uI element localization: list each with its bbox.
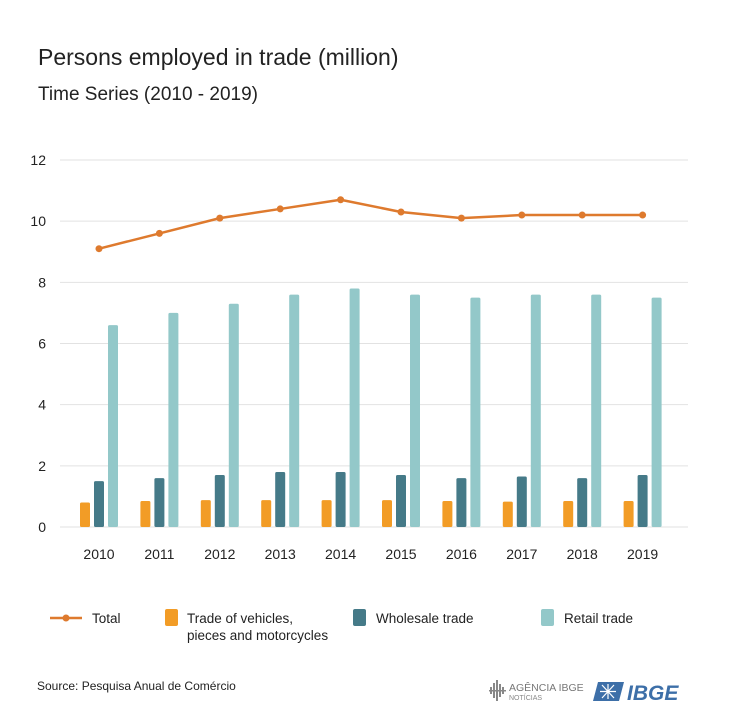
vehicles-bar (321, 500, 332, 527)
total-line (95, 196, 647, 253)
logos: AGÊNCIA IBGE NOTÍCIAS IBGE (489, 680, 679, 705)
legend-retail-swatch (541, 609, 554, 626)
x-tick-label: 2012 (204, 546, 235, 562)
legend-retail-label: Retail trade (564, 611, 633, 626)
total-point (337, 196, 345, 204)
legend: Total Trade of vehicles, pieces and moto… (50, 609, 633, 643)
total-point (457, 214, 465, 222)
y-tick-label: 6 (38, 336, 46, 352)
agencia-ibge-icon (489, 680, 506, 701)
total-point (518, 211, 526, 219)
legend-total-marker (62, 614, 70, 622)
vehicles-bar (623, 501, 634, 527)
y-axis-ticks: 0 2 4 6 8 10 12 (30, 152, 46, 535)
vehicles-bar (382, 500, 392, 527)
x-tick-label: 2017 (506, 546, 537, 562)
x-tick-label: 2010 (83, 546, 114, 562)
vehicles-bar (261, 500, 272, 527)
retail-bar (168, 312, 179, 527)
ibge-logo-icon (593, 682, 624, 701)
wholesale-bar (637, 475, 648, 527)
total-point (216, 214, 224, 222)
wholesale-bar (516, 476, 527, 527)
wholesale-bar (214, 475, 225, 527)
legend-vehicles-label-line1: Trade of vehicles, (187, 611, 293, 626)
total-point (155, 229, 163, 237)
y-tick-label: 12 (30, 152, 46, 168)
retail-bar (591, 294, 602, 527)
y-tick-label: 4 (38, 397, 46, 413)
y-tick-label: 0 (38, 519, 46, 535)
vehicles-bar (140, 501, 151, 527)
legend-wholesale-swatch (353, 609, 366, 626)
retail-bar (470, 297, 481, 527)
agencia-ibge-label: AGÊNCIA IBGE (509, 681, 584, 694)
x-tick-label: 2019 (627, 546, 658, 562)
total-point (276, 205, 284, 213)
wholesale-bar (396, 475, 406, 527)
retail-bar (349, 288, 360, 527)
vehicles-bar (563, 501, 574, 527)
ibge-wordmark: IBGE (627, 682, 679, 705)
vehicles-bar (80, 502, 90, 527)
y-tick-label: 2 (38, 458, 46, 474)
x-tick-label: 2014 (325, 546, 356, 562)
total-point (95, 245, 103, 253)
x-tick-label: 2018 (567, 546, 598, 562)
x-axis-ticks: 2010 2011 2012 2013 2014 2015 2016 2017 2018 2019 (83, 546, 658, 562)
x-tick-label: 2015 (385, 546, 416, 562)
vehicles-bar (442, 501, 453, 527)
wholesale-bar (335, 471, 346, 527)
wholesale-bar (456, 478, 467, 527)
noticias-label: NOTÍCIAS (509, 693, 542, 702)
bars (80, 288, 662, 527)
retail-bar (289, 294, 300, 527)
x-tick-label: 2013 (265, 546, 296, 562)
y-tick-label: 8 (38, 274, 46, 290)
legend-wholesale-label: Wholesale trade (376, 611, 474, 626)
chart-subtitle: Time Series (2010 - 2019) (38, 84, 259, 105)
total-series-line (98, 198, 643, 250)
retail-bar (530, 294, 541, 527)
legend-vehicles-swatch (165, 609, 178, 626)
total-point (397, 208, 405, 216)
x-tick-label: 2016 (446, 546, 477, 562)
vehicles-bar (502, 501, 513, 527)
retail-bar (228, 303, 239, 527)
chart-title: Persons employed in trade (million) (38, 44, 399, 70)
x-tick-label: 2011 (144, 546, 174, 562)
y-tick-label: 10 (30, 213, 46, 229)
source-note: Source: Pesquisa Anual de Comércio (37, 679, 236, 693)
wholesale-bar (577, 478, 588, 527)
retail-bar (410, 294, 420, 527)
legend-vehicles-label-line2: pieces and motorcycles (187, 628, 328, 643)
wholesale-bar (94, 481, 104, 527)
wholesale-bar (275, 471, 286, 527)
retail-bar (108, 325, 118, 527)
retail-bar (651, 297, 662, 527)
total-point (639, 211, 647, 219)
vehicles-bar (200, 500, 211, 527)
legend-total-label: Total (92, 611, 121, 626)
wholesale-bar (154, 478, 165, 527)
total-point (578, 211, 586, 219)
